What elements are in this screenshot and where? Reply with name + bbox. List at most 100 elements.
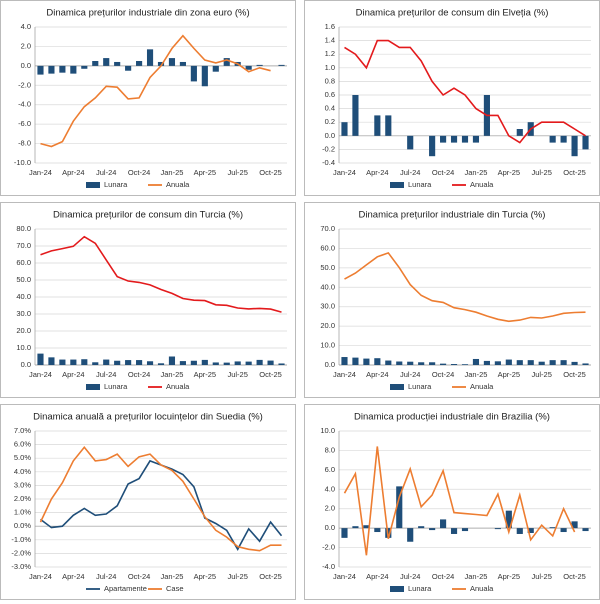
y-tick-label: 10.0 (320, 426, 335, 435)
y-tick-label: -4.0 (18, 100, 31, 109)
bar (450, 364, 458, 365)
bar (560, 360, 567, 365)
y-tick-label: 8.0 (325, 445, 335, 454)
bar (136, 360, 143, 365)
bar (245, 361, 252, 365)
y-tick-label: 0.2 (325, 117, 335, 126)
bar (396, 361, 403, 365)
x-tick-label: Oct-24 (432, 370, 455, 379)
chart-title: Dinamica prețurilor industriale din Turc… (359, 210, 546, 221)
y-tick-label: -3.0% (11, 562, 31, 571)
bar (549, 360, 556, 365)
bar (450, 528, 458, 534)
bar (59, 65, 66, 73)
x-tick-label: Jul-25 (227, 572, 247, 581)
x-tick-label: Oct-24 (128, 572, 151, 581)
bar (571, 361, 578, 365)
x-tick-label: Jul-24 (400, 572, 420, 581)
bar (341, 528, 348, 538)
line (40, 459, 283, 551)
x-tick-label: Jan-25 (464, 572, 487, 581)
legend-label: Lunara (104, 180, 128, 189)
y-tick-label: -1.0% (11, 535, 31, 544)
bar (407, 528, 414, 542)
y-tick-label: 50.0 (320, 263, 335, 272)
legend-label: Anuala (470, 382, 494, 391)
bar (190, 65, 197, 82)
x-tick-label: Oct-24 (432, 572, 455, 581)
y-tick-label: -2.0% (11, 548, 31, 557)
x-tick-label: Jan-24 (29, 370, 52, 379)
x-tick-label: Jan-25 (464, 168, 487, 177)
y-tick-label: 1.2 (325, 49, 335, 58)
bar (157, 61, 165, 66)
x-tick-label: Apr-25 (194, 168, 217, 177)
y-tick-label: 0.8 (325, 76, 335, 85)
bar (146, 49, 154, 66)
bar (549, 135, 556, 143)
bar (571, 135, 578, 157)
x-tick-label: Apr-24 (62, 370, 85, 379)
legend-label: Anuala (470, 584, 494, 593)
bar (440, 363, 447, 365)
bar (267, 360, 274, 365)
y-tick-label: 40.0 (16, 292, 31, 301)
y-tick-label: -10.0 (14, 158, 31, 167)
x-tick-label: Jan-25 (160, 572, 183, 581)
y-tick-label: 0.0 (325, 360, 335, 369)
x-tick-label: Jan-24 (29, 572, 52, 581)
legend-swatch (86, 182, 100, 188)
x-tick-label: Jul-24 (96, 370, 116, 379)
x-tick-label: Oct-24 (432, 168, 455, 177)
y-tick-label: 10.0 (320, 341, 335, 350)
y-tick-label: 20.0 (320, 321, 335, 330)
x-tick-label: Apr-25 (194, 370, 217, 379)
legend-swatch (390, 384, 404, 390)
bar (37, 353, 44, 365)
x-tick-label: Apr-24 (366, 572, 389, 581)
line (343, 446, 576, 556)
chart: Dinamica prețurilor industriale din zona… (14, 8, 287, 189)
x-tick-label: Apr-25 (498, 572, 521, 581)
x-tick-label: Jul-25 (531, 572, 551, 581)
legend-label: Lunara (408, 180, 432, 189)
bar (114, 360, 121, 365)
y-tick-label: 6.0% (14, 440, 31, 449)
chart-title: Dinamica prețurilor de consum din Elveți… (356, 8, 549, 19)
bar (179, 61, 186, 66)
bar (472, 358, 480, 365)
y-tick-label: 70.0 (16, 241, 31, 250)
bar (59, 359, 66, 365)
y-tick-label: -0.2 (322, 144, 335, 153)
legend-label: Case (166, 584, 184, 593)
bar (278, 64, 285, 66)
bar (256, 359, 263, 365)
bar (461, 135, 469, 143)
chart: Dinamica producției industriale din Braz… (320, 412, 591, 593)
bar (223, 362, 230, 365)
y-tick-label: 0.0 (21, 61, 31, 70)
legend-label: Lunara (408, 382, 432, 391)
legend-label: Anuala (470, 180, 494, 189)
bar (407, 135, 414, 150)
bar (385, 115, 392, 136)
bar (483, 360, 490, 365)
y-tick-label: 4.0 (21, 22, 31, 31)
y-tick-label: 0.0% (14, 521, 31, 530)
x-tick-label: Jan-24 (333, 572, 356, 581)
bar (429, 362, 436, 365)
y-tick-label: -2.0 (18, 80, 31, 89)
bar (461, 364, 469, 365)
x-tick-label: Apr-24 (62, 572, 85, 581)
bar (278, 363, 285, 365)
bar (450, 135, 458, 143)
bar (429, 135, 436, 157)
bar (505, 510, 512, 529)
y-tick-label: 0.0 (325, 131, 335, 140)
x-tick-label: Jan-24 (333, 370, 356, 379)
bar (429, 528, 436, 531)
y-tick-label: 0.0 (325, 523, 335, 532)
legend-label: Lunara (408, 584, 432, 593)
y-tick-label: 4.0 (325, 484, 335, 493)
